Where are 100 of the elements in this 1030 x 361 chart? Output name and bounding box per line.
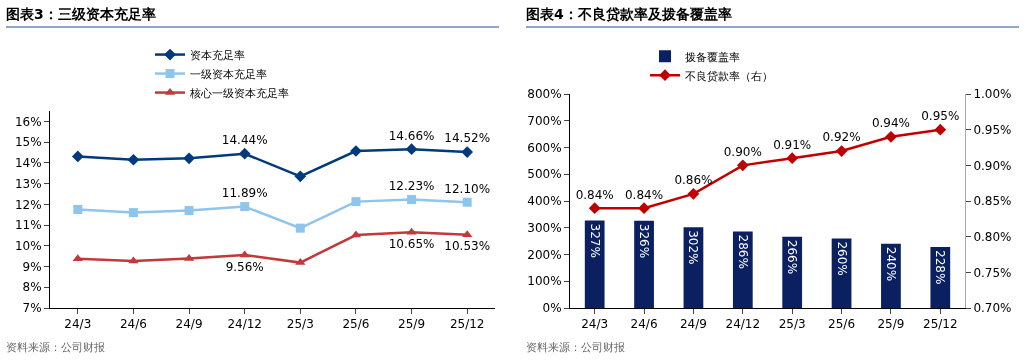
y2-tick-label: 0.75% <box>973 265 1012 280</box>
data-label: 14.44% <box>221 133 268 148</box>
point <box>687 188 700 200</box>
data-label: 0.92% <box>822 130 861 145</box>
y-tick-label: 14% <box>14 156 42 171</box>
bar <box>634 220 654 308</box>
y-tick-label: 7% <box>22 301 42 316</box>
x-tick-label: 24/9 <box>175 317 203 332</box>
y-tick-label: 10% <box>14 238 42 253</box>
point <box>638 202 650 214</box>
y-tick-label: 0% <box>542 301 562 316</box>
legend-label: 不良贷款率（右） <box>685 69 773 83</box>
point <box>736 159 749 172</box>
point <box>71 150 84 163</box>
data-label: 0.84% <box>625 187 664 202</box>
point <box>407 195 417 205</box>
y-tick-label: 800% <box>527 87 562 102</box>
data-label: 0.86% <box>674 173 713 188</box>
y-tick-label: 16% <box>14 114 42 129</box>
point <box>351 197 361 207</box>
x-tick-label: 24/3 <box>581 317 609 332</box>
y-tick-label: 400% <box>527 194 562 209</box>
point <box>461 146 474 158</box>
legend-label: 拨备覆盖率 <box>685 50 740 64</box>
y-tick-label: 100% <box>527 274 562 289</box>
y-tick-label: 700% <box>527 113 562 128</box>
data-label: 11.89% <box>221 185 268 200</box>
point <box>184 206 194 216</box>
text: 资料来源：公司财报 <box>6 340 105 355</box>
y-tick-label: 8% <box>22 280 42 295</box>
data-label: 0.90% <box>723 144 762 159</box>
point <box>462 197 472 207</box>
legend-label: 核心一级资本充足率 <box>189 86 289 100</box>
data-label: 9.56% <box>225 259 264 274</box>
data-label: 0.84% <box>575 187 614 202</box>
data-label: 10.65% <box>388 236 435 251</box>
y-tick-label: 300% <box>527 220 562 235</box>
point <box>239 250 250 258</box>
data-label: 326% <box>637 223 652 259</box>
y2-tick-label: 0.90% <box>973 158 1012 173</box>
point <box>240 202 250 212</box>
point <box>183 152 195 165</box>
bar <box>584 220 605 308</box>
chart-title: 图表4：不良贷款率及拨备覆盖率 <box>526 2 1019 28</box>
data-label: 0.95% <box>921 109 960 124</box>
y-tick-label: 15% <box>14 135 42 150</box>
legend-label: 一级资本充足率 <box>190 67 267 81</box>
y-tick-label: 200% <box>527 247 562 262</box>
point <box>405 143 418 156</box>
point <box>835 145 848 157</box>
data-label: 12.10% <box>444 181 491 196</box>
data-label: 327% <box>587 223 602 258</box>
point <box>885 130 897 143</box>
point <box>128 256 139 264</box>
point <box>934 123 947 136</box>
point <box>406 227 417 235</box>
y2-tick-label: 1.00% <box>973 87 1012 102</box>
point <box>128 208 138 218</box>
y-tick-label: 13% <box>14 176 42 191</box>
point <box>295 223 305 233</box>
y-tick-label: 9% <box>22 259 42 274</box>
data-label: 286% <box>735 234 750 269</box>
data-label: 14.52% <box>444 131 491 146</box>
point <box>127 153 140 166</box>
point <box>294 170 307 183</box>
x-tick-label: 25/9 <box>877 317 905 332</box>
data-label: 12.23% <box>388 178 435 193</box>
x-tick-label: 24/9 <box>679 317 707 332</box>
point <box>73 205 83 214</box>
x-tick-label: 25/12 <box>449 317 485 332</box>
legend-label: 资本充足率 <box>190 48 245 62</box>
x-tick-label: 25/6 <box>828 317 856 332</box>
x-tick-label: 24/6 <box>630 317 658 332</box>
text: 资料来源：公司财报 <box>526 340 625 355</box>
point <box>588 202 601 214</box>
x-tick-label: 24/12 <box>227 317 262 332</box>
data-label: 10.53% <box>444 239 491 254</box>
y2-tick-label: 0.70% <box>973 301 1012 316</box>
y-tick-label: 600% <box>527 140 562 155</box>
y-tick-label: 500% <box>527 167 562 182</box>
x-tick-label: 24/3 <box>64 317 92 332</box>
y-tick-label: 12% <box>14 197 42 212</box>
x-tick-label: 24/12 <box>725 317 761 332</box>
y-tick-label: 11% <box>14 218 42 233</box>
data-label: 0.94% <box>871 116 910 131</box>
chart-title: 图表3：三级资本充足率 <box>6 2 499 28</box>
y2-tick-label: 0.80% <box>973 229 1012 244</box>
x-tick-label: 25/9 <box>398 317 426 332</box>
x-tick-label: 25/3 <box>778 317 806 332</box>
data-label: 14.66% <box>388 128 435 143</box>
data-label: 302% <box>686 230 701 265</box>
x-tick-label: 24/6 <box>119 317 147 332</box>
data-label: 0.91% <box>773 137 812 152</box>
point <box>786 152 799 165</box>
x-tick-label: 25/12 <box>923 317 958 332</box>
data-label: 266% <box>785 239 800 275</box>
x-tick-label: 25/3 <box>286 317 314 332</box>
point <box>238 147 251 160</box>
y2-tick-label: 0.95% <box>973 122 1012 137</box>
x-tick-label: 25/6 <box>342 317 370 332</box>
